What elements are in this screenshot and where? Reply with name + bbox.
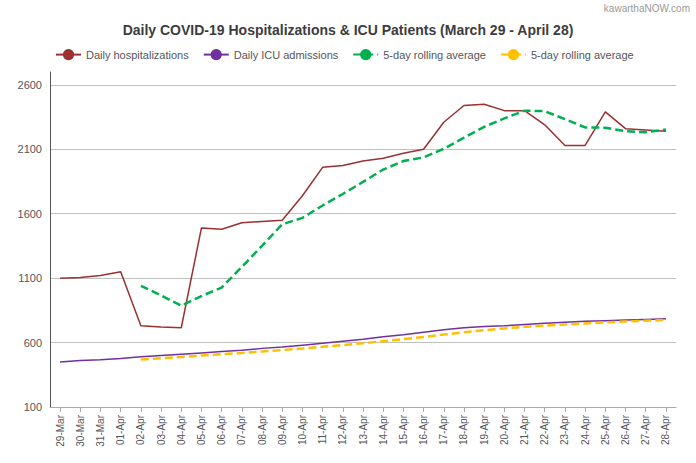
svg-text:12-Apr: 12-Apr (337, 414, 348, 445)
svg-text:2600: 2600 (18, 79, 42, 91)
svg-text:03-Apr: 03-Apr (156, 414, 167, 445)
svg-text:05-Apr: 05-Apr (196, 414, 207, 445)
svg-text:10-Apr: 10-Apr (297, 414, 308, 445)
svg-text:06-Apr: 06-Apr (216, 414, 227, 445)
svg-text:5-day rolling average: 5-day rolling average (383, 49, 486, 61)
svg-text:22-Apr: 22-Apr (539, 414, 550, 445)
svg-text:2100: 2100 (18, 143, 42, 155)
svg-text:17-Apr: 17-Apr (438, 414, 449, 445)
svg-text:11-Apr: 11-Apr (317, 414, 328, 444)
svg-text:27-Apr: 27-Apr (640, 414, 651, 445)
svg-text:23-Apr: 23-Apr (559, 414, 570, 445)
svg-text:100: 100 (24, 401, 42, 413)
svg-text:5-day rolling average: 5-day rolling average (531, 49, 634, 61)
svg-text:04-Apr: 04-Apr (176, 414, 187, 445)
svg-text:Daily hospitalizations: Daily hospitalizations (86, 49, 189, 61)
svg-text:19-Apr: 19-Apr (479, 414, 490, 445)
svg-text:15-Apr: 15-Apr (398, 414, 409, 445)
svg-text:18-Apr: 18-Apr (458, 414, 469, 445)
svg-text:1600: 1600 (18, 208, 42, 220)
svg-text:07-Apr: 07-Apr (236, 414, 247, 445)
svg-text:29-Mar: 29-Mar (55, 414, 66, 446)
svg-text:08-Apr: 08-Apr (257, 414, 268, 445)
svg-text:600: 600 (24, 337, 42, 349)
svg-text:16-Apr: 16-Apr (418, 414, 429, 445)
svg-text:24-Apr: 24-Apr (580, 414, 591, 445)
svg-text:kawarthaNOW.com: kawarthaNOW.com (604, 3, 690, 14)
svg-text:26-Apr: 26-Apr (620, 414, 631, 445)
svg-text:14-Apr: 14-Apr (378, 414, 389, 445)
svg-text:25-Apr: 25-Apr (600, 414, 611, 445)
svg-text:21-Apr: 21-Apr (519, 414, 530, 445)
svg-text:30-Mar: 30-Mar (75, 414, 86, 446)
svg-text:02-Apr: 02-Apr (135, 414, 146, 445)
svg-text:Daily ICU admissions: Daily ICU admissions (234, 49, 339, 61)
svg-text:Daily COVID-19 Hospitalization: Daily COVID-19 Hospitalizations & ICU Pa… (123, 22, 574, 38)
svg-text:31-Mar: 31-Mar (95, 414, 106, 446)
svg-text:28-Apr: 28-Apr (660, 414, 671, 445)
svg-text:13-Apr: 13-Apr (358, 414, 369, 445)
svg-text:01-Apr: 01-Apr (115, 414, 126, 445)
svg-text:20-Apr: 20-Apr (499, 414, 510, 445)
svg-text:09-Apr: 09-Apr (277, 414, 288, 445)
svg-text:1100: 1100 (18, 272, 42, 284)
